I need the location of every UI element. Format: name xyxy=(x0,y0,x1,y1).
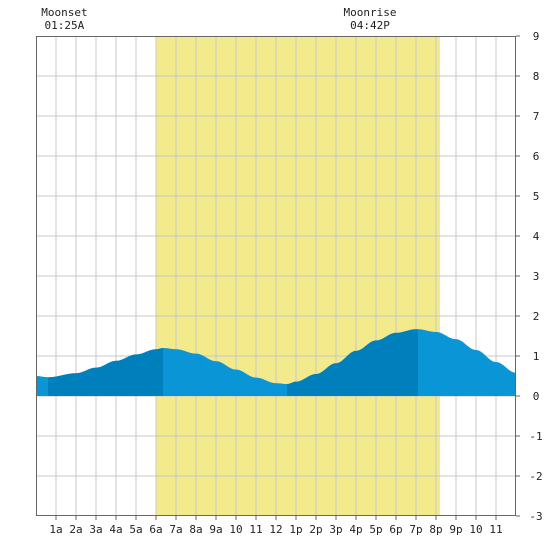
plot-frame xyxy=(36,36,516,516)
y-tick-label: 5 xyxy=(533,190,540,203)
plot-border xyxy=(36,36,516,516)
x-tick-label: 11 xyxy=(489,523,502,536)
x-tick-label: 4p xyxy=(349,523,362,536)
x-tick-label: 9p xyxy=(449,523,462,536)
moonrise-label: Moonrise xyxy=(344,6,397,19)
moonset-time: 01:25A xyxy=(45,19,85,32)
tide-area xyxy=(36,329,516,396)
x-tick-label: 5p xyxy=(369,523,382,536)
x-tick-label: 3p xyxy=(329,523,342,536)
x-tick-label: 9a xyxy=(209,523,222,536)
x-axis-ticks: 1a 2a 3a 4a 5a 6a 7a 8a 9a 10 11 12 1p 2p 3p 4p 5p 6p 7p 8p… xyxy=(49,516,503,536)
tide-segment-rising xyxy=(287,329,418,396)
x-tick-label: 1p xyxy=(289,523,302,536)
y-tick-label: 2 xyxy=(533,310,540,323)
y-tick-label: 8 xyxy=(533,70,540,83)
tide-segment-falling xyxy=(163,348,287,396)
x-tick-label: 10 xyxy=(469,523,482,536)
y-tick-label: 1 xyxy=(533,350,540,363)
x-tick-label: 5a xyxy=(129,523,142,536)
y-tick-label: 3 xyxy=(533,270,540,283)
x-tick-label: 2a xyxy=(69,523,82,536)
x-tick-label: 11 xyxy=(249,523,262,536)
tide-segment-falling xyxy=(36,376,48,396)
y-tick-label: 0 xyxy=(533,390,540,403)
x-tick-label: 6p xyxy=(389,523,402,536)
y-tick-label: 7 xyxy=(533,110,540,123)
tide-segment-rising xyxy=(48,348,163,396)
x-tick-label: 7p xyxy=(409,523,422,536)
y-tick-label: -3 xyxy=(529,510,542,523)
grid xyxy=(36,36,516,516)
moonset-label: Moonset xyxy=(41,6,87,19)
moonrise-time: 04:42P xyxy=(350,19,390,32)
x-tick-label: 6a xyxy=(149,523,162,536)
y-tick-label: 9 xyxy=(533,30,540,43)
x-tick-label: 10 xyxy=(229,523,242,536)
y-tick-label: 4 xyxy=(533,230,540,243)
y-tick-label: 6 xyxy=(533,150,540,163)
y-tick-label: -2 xyxy=(529,470,542,483)
x-tick-label: 12 xyxy=(269,523,282,536)
x-tick-label: 4a xyxy=(109,523,122,536)
x-tick-label: 3a xyxy=(89,523,102,536)
x-tick-label: 8p xyxy=(429,523,442,536)
x-tick-label: 8a xyxy=(189,523,202,536)
y-axis-ticks: -3 -2 -1 0 1 2 3 4 5 6 7 8 9 xyxy=(516,30,543,523)
x-tick-label: 1a xyxy=(49,523,62,536)
y-tick-label: -1 xyxy=(529,430,542,443)
x-tick-label: 7a xyxy=(169,523,182,536)
tide-segment-falling xyxy=(418,329,516,396)
moon-events: Moonset 01:25A Moonrise 04:42P xyxy=(41,6,396,32)
x-tick-label: 2p xyxy=(309,523,322,536)
